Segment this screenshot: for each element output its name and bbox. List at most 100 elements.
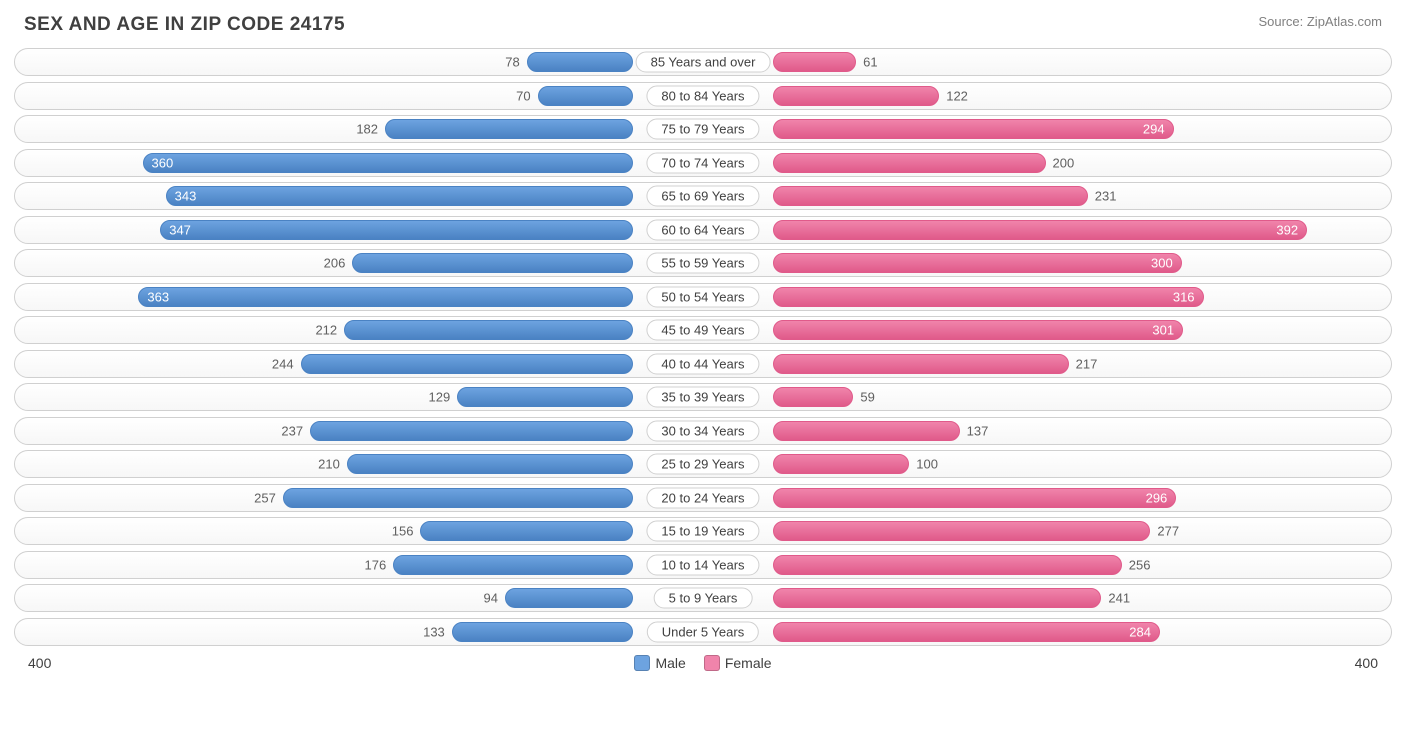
male-bar: 212 [344, 320, 633, 340]
female-bar: 284 [773, 622, 1160, 642]
age-group-label: 75 to 79 Years [646, 119, 759, 140]
pyramid-row: 25729620 to 24 Years [14, 484, 1392, 512]
age-group-label: 50 to 54 Years [646, 286, 759, 307]
pyramid-row: 210 100 25 to 29 Years [14, 450, 1392, 478]
male-value: 133 [423, 624, 445, 639]
female-value: 61 [863, 55, 877, 70]
female-bar: 61 [773, 52, 856, 72]
axis-max-left: 400 [28, 655, 51, 671]
male-value: 176 [365, 557, 387, 572]
male-value: 94 [483, 591, 497, 606]
pyramid-row: 70 122 80 to 84 Years [14, 82, 1392, 110]
age-group-label: Under 5 Years [647, 621, 759, 642]
female-value: 294 [1143, 122, 1165, 137]
legend-male-label: Male [655, 655, 685, 671]
pyramid-row: 1295935 to 39 Years [14, 383, 1392, 411]
male-value: 210 [318, 457, 340, 472]
male-bar: 257 [283, 488, 633, 508]
age-group-label: 40 to 44 Years [646, 353, 759, 374]
female-bar: 392 [773, 220, 1307, 240]
pyramid-row: 36020070 to 74 Years [14, 149, 1392, 177]
age-group-label: 80 to 84 Years [646, 85, 759, 106]
female-bar: 316 [773, 287, 1204, 307]
male-value: 212 [315, 323, 337, 338]
pyramid-row: 237 137 30 to 34 Years [14, 417, 1392, 445]
male-value: 78 [505, 55, 519, 70]
male-bar: 78 [527, 52, 633, 72]
female-value: 296 [1146, 490, 1168, 505]
pyramid-row: 786185 Years and over [14, 48, 1392, 76]
female-bar: 296 [773, 488, 1176, 508]
female-value: 59 [860, 390, 874, 405]
female-value: 284 [1129, 624, 1151, 639]
age-group-label: 85 Years and over [636, 52, 771, 73]
male-value: 347 [169, 222, 191, 237]
male-bar: 244 [301, 354, 633, 374]
male-value: 257 [254, 490, 276, 505]
male-bar: 347 [160, 220, 633, 240]
age-group-label: 25 to 29 Years [646, 454, 759, 475]
female-bar: 300 [773, 253, 1182, 273]
male-bar: 182 [385, 119, 633, 139]
female-bar: 231 [773, 186, 1088, 206]
male-bar: 94 [505, 588, 633, 608]
age-group-label: 30 to 34 Years [646, 420, 759, 441]
legend-male: Male [634, 655, 685, 671]
legend-female: Female [704, 655, 772, 671]
male-bar: 210 [347, 454, 633, 474]
age-group-label: 55 to 59 Years [646, 253, 759, 274]
male-value: 343 [175, 189, 197, 204]
female-bar: 277 [773, 521, 1150, 541]
pyramid-row: 212 301 45 to 49 Years [14, 316, 1392, 344]
male-value: 363 [147, 289, 169, 304]
chart-header: SEX AND AGE IN ZIP CODE 24175 Source: Zi… [0, 0, 1406, 40]
axis-max-right: 400 [1355, 655, 1378, 671]
pyramid-row: 34739260 to 64 Years [14, 216, 1392, 244]
male-value: 237 [281, 423, 303, 438]
male-value: 206 [324, 256, 346, 271]
female-value: 277 [1157, 524, 1179, 539]
age-group-label: 70 to 74 Years [646, 152, 759, 173]
female-value: 231 [1095, 189, 1117, 204]
chart-footer: 400 Male Female 400 [0, 651, 1406, 671]
male-value: 244 [272, 356, 294, 371]
age-group-label: 45 to 49 Years [646, 320, 759, 341]
male-bar: 237 [310, 421, 633, 441]
legend: Male Female [634, 655, 771, 671]
female-value: 100 [916, 457, 938, 472]
female-value: 256 [1129, 557, 1151, 572]
age-group-label: 10 to 14 Years [646, 554, 759, 575]
male-value: 182 [356, 122, 378, 137]
male-bar: 133 [452, 622, 633, 642]
female-value: 122 [946, 88, 968, 103]
pyramid-row: 133 284 Under 5 Years [14, 618, 1392, 646]
male-bar: 70 [538, 86, 633, 106]
legend-female-swatch [704, 655, 720, 671]
chart-title: SEX AND AGE IN ZIP CODE 24175 [24, 14, 345, 36]
male-bar: 156 [420, 521, 633, 541]
age-group-label: 5 to 9 Years [654, 588, 753, 609]
male-value: 156 [392, 524, 414, 539]
female-value: 301 [1152, 323, 1174, 338]
female-bar: 294 [773, 119, 1174, 139]
pyramid-row: 363 316 50 to 54 Years [14, 283, 1392, 311]
female-value: 316 [1173, 289, 1195, 304]
male-value: 129 [429, 390, 451, 405]
female-value: 137 [967, 423, 989, 438]
female-bar: 200 [773, 153, 1046, 173]
female-value: 217 [1076, 356, 1098, 371]
chart-source: Source: ZipAtlas.com [1258, 14, 1382, 29]
pyramid-row: 15627715 to 19 Years [14, 517, 1392, 545]
male-bar: 363 [138, 287, 633, 307]
pyramid-row: 206 300 55 to 59 Years [14, 249, 1392, 277]
male-bar: 129 [457, 387, 633, 407]
pyramid-row: 34323165 to 69 Years [14, 182, 1392, 210]
female-value: 241 [1108, 591, 1130, 606]
female-bar: 217 [773, 354, 1069, 374]
female-value: 392 [1276, 222, 1298, 237]
legend-male-swatch [634, 655, 650, 671]
female-bar: 241 [773, 588, 1101, 608]
male-bar: 206 [352, 253, 633, 273]
pyramid-row: 176 256 10 to 14 Years [14, 551, 1392, 579]
female-value: 200 [1053, 155, 1075, 170]
